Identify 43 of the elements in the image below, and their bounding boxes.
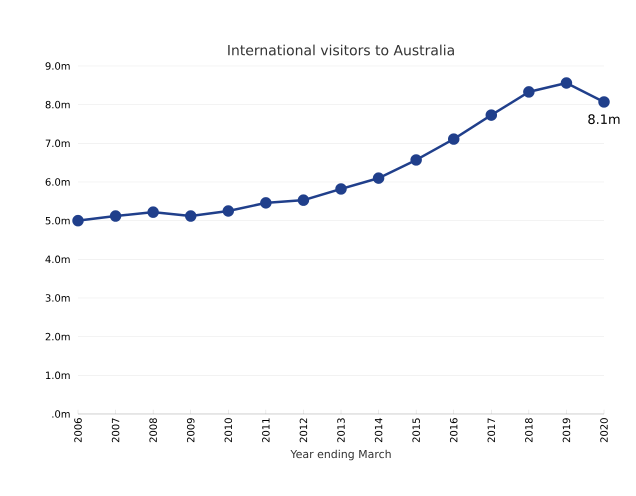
x-tick-label: 2009	[186, 418, 194, 442]
x-tick-label: 2017	[488, 418, 496, 442]
y-tick-label: 5.0m	[46, 216, 70, 224]
point	[560, 77, 572, 89]
x-tick-label: 2016	[450, 418, 458, 442]
x-tick-label: 2019	[562, 418, 570, 442]
point	[222, 205, 234, 217]
y-tick-label: 4.0m	[45, 256, 70, 264]
x-tick-label: 2015	[412, 418, 420, 442]
point	[410, 154, 422, 166]
annotation: 8.1m	[588, 114, 620, 124]
y-tick-label: 3.0m	[46, 294, 70, 302]
point	[523, 86, 535, 98]
y-tick-label: .0m	[52, 410, 70, 418]
point	[486, 109, 498, 121]
x-tick-label: 2020	[600, 418, 608, 442]
point	[110, 210, 122, 222]
point	[260, 197, 272, 209]
x-tick-label: 2012	[300, 418, 308, 442]
y-tick-label: 2.0m	[46, 332, 70, 340]
y-tick-label: 7.0m	[46, 140, 70, 148]
x-tick-label: 2007	[112, 418, 120, 442]
y-tick-label: 1.0m	[46, 372, 70, 380]
x-axis-title: Year ending March	[290, 450, 391, 460]
x-tick-label: 2014	[374, 418, 382, 442]
y-tick-label: 9.0m	[46, 62, 70, 70]
point	[598, 96, 610, 108]
x-tick-label: 2011	[262, 418, 270, 442]
point	[448, 133, 460, 145]
point	[335, 183, 347, 195]
x-tick-label: 2006	[74, 418, 82, 442]
y-tick-label: 8.0m	[46, 100, 70, 108]
y-tick-label: 6.0m	[46, 178, 70, 186]
point	[184, 210, 196, 222]
x-tick-label: 2008	[149, 418, 157, 442]
point	[72, 214, 84, 226]
x-tick-label: 2018	[525, 418, 533, 442]
point	[372, 172, 384, 184]
x-tick-label: 2010	[224, 418, 232, 442]
point	[298, 194, 310, 206]
chart-title: International visitors to Australia	[228, 44, 454, 56]
point	[147, 206, 159, 218]
x-tick-label: 2013	[337, 418, 345, 442]
